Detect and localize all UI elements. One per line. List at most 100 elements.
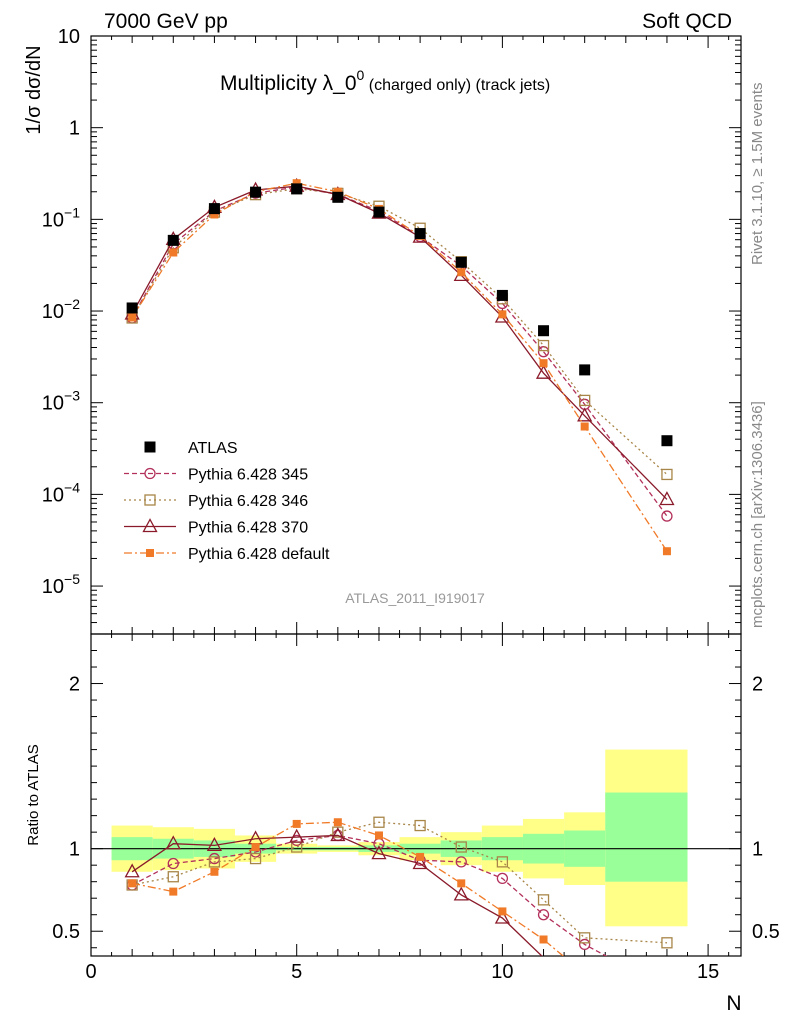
series-point (333, 187, 342, 196)
ratio-point (165, 835, 181, 850)
ratio-point (333, 818, 342, 827)
header-left: 7000 GeV pp (104, 10, 228, 33)
atlas-point (414, 228, 426, 240)
series-point (535, 364, 552, 379)
ratio-point (537, 909, 550, 921)
y-tick-label: 10−2 (42, 296, 80, 323)
ratio-point (579, 932, 591, 944)
legend-label: Pythia 6.428 370 (188, 520, 308, 537)
ratio-axis-label: Ratio to ATLAS (25, 744, 42, 845)
y-tick-label: 10−3 (42, 388, 80, 415)
legend-label: Pythia 6.428 default (188, 546, 330, 563)
ratio-tick-label-right: 2 (752, 674, 763, 696)
ratio-tick-label: 1 (69, 839, 80, 861)
ratio-point (249, 852, 262, 865)
uncertainty-band-green (605, 792, 688, 882)
ratio-point (292, 819, 301, 828)
series-point (210, 210, 219, 219)
ratio-point (496, 856, 509, 868)
ratio-point (498, 907, 507, 916)
y-tick-label: 10−1 (42, 204, 80, 231)
series-point (292, 179, 301, 188)
legend: ATLAS Pythia 6.428 345 Pythia 6.428 346 Pyt… (124, 440, 330, 563)
ratio-point (330, 827, 346, 842)
series-point (457, 268, 466, 277)
series-point (661, 510, 673, 522)
series-point (662, 547, 671, 556)
ratio-point (494, 909, 510, 924)
rivet-label: Rivet 3.1.10, ≥ 1.5M events (749, 83, 766, 266)
series-line (131, 188, 668, 475)
ratio-point (124, 863, 140, 878)
chart-title: Multiplicity λ_00 (charged only) (track … (220, 67, 550, 95)
y-tick-label: 10−4 (42, 479, 80, 506)
atlas-point (579, 364, 591, 376)
ratio-point (167, 857, 179, 870)
ratio-line (132, 821, 667, 944)
series-point (659, 491, 675, 506)
ratio-tick-label: 0.5 (52, 921, 80, 943)
ratio-point (661, 937, 673, 949)
main-frame (90, 35, 742, 635)
ratio-point (416, 852, 425, 861)
x-tick-label: 10 (491, 961, 513, 983)
atlas-point (455, 256, 467, 268)
ratio-frame (90, 633, 742, 957)
ratio-point (208, 856, 221, 868)
ratio-point (251, 843, 260, 852)
series-point (498, 310, 507, 319)
ratio-line (131, 834, 543, 956)
ratio-line (131, 834, 608, 956)
ratio-point (455, 856, 467, 868)
ratio-point (455, 841, 467, 853)
atlas-point (661, 435, 673, 447)
ratio-point (579, 938, 591, 951)
series-point (537, 339, 550, 352)
series-point (579, 394, 591, 407)
x-tick-label: 15 (697, 961, 719, 983)
atlas-point (250, 186, 262, 198)
ratio-point (374, 831, 383, 840)
series-point (577, 407, 593, 422)
legend-marker (142, 518, 158, 533)
ratio-point (373, 816, 385, 828)
ratio-point (457, 879, 466, 888)
x-tick-label: 5 (291, 961, 302, 983)
atlas-point (332, 191, 344, 203)
x-axis-label: N (726, 992, 741, 1015)
ratio-point (128, 879, 137, 888)
y-tick-label: 10 (58, 26, 80, 48)
ratio-point (539, 935, 548, 944)
ratio-point (496, 872, 509, 885)
y-tick-label: 1 (69, 118, 80, 140)
series-point (580, 422, 589, 431)
legend-label: Pythia 6.428 345 (188, 467, 308, 484)
header-right: Soft QCD (642, 10, 732, 33)
ratio-tick-label: 2 (69, 674, 80, 696)
legend-marker (146, 549, 154, 557)
mcplots-label: mcplots.cern.ch [arXiv:1306.3436] (749, 401, 766, 628)
y-axis-label: 1/σ dσ/dN (23, 45, 45, 134)
legend-label: ATLAS (188, 440, 238, 457)
series-point (539, 359, 548, 368)
ratio-point (414, 819, 426, 832)
series-point (128, 313, 137, 322)
ratio-point (169, 887, 178, 896)
ratio-point (453, 886, 469, 901)
ratio-tick-label-right: 1 (752, 839, 763, 861)
atlas-point (496, 289, 508, 301)
atlas-point (208, 203, 220, 215)
main-plot (90, 35, 742, 956)
series-point (169, 248, 178, 257)
tick-labels: 0 5 10 15 10 1 10−1 10−2 10−3 10−4 10−5 2 2 1 1 0.5 0.5 (42, 26, 780, 983)
ratio-point (537, 894, 550, 906)
ratio-point (371, 845, 387, 860)
atlas-point (167, 234, 179, 246)
analysis-id: ATLAS_2011_I919017 (345, 590, 485, 606)
ratio-point (289, 828, 305, 843)
ratio-tick-label-right: 0.5 (752, 921, 780, 943)
legend-marker (144, 467, 156, 480)
ratio-point (206, 836, 223, 852)
ratio-point (412, 855, 428, 870)
